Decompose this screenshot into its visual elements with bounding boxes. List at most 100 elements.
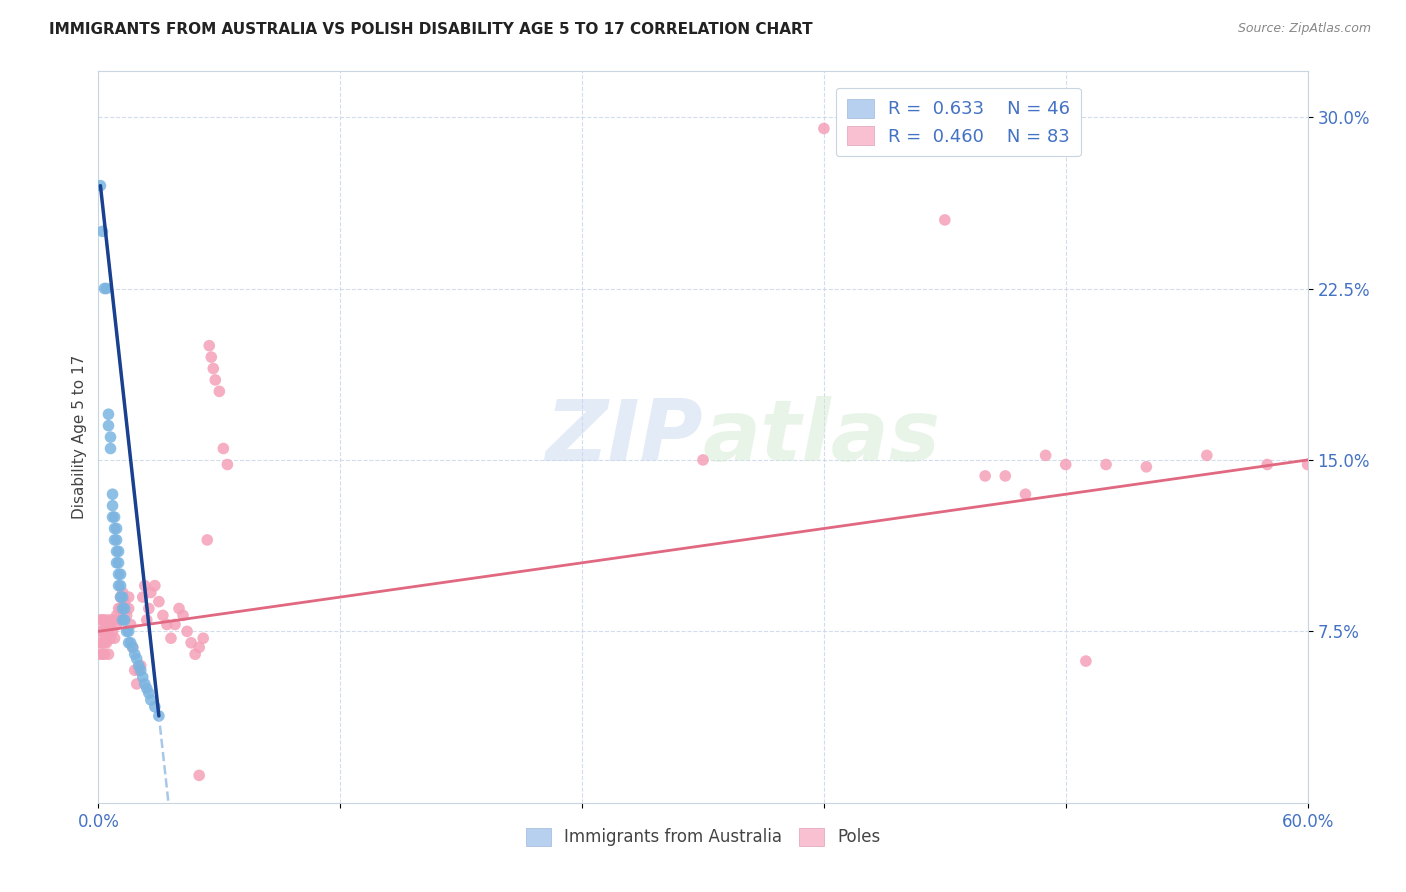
Point xyxy=(105,556,128,570)
Point xyxy=(125,677,148,691)
Point xyxy=(107,544,129,558)
Point xyxy=(120,636,142,650)
Point xyxy=(114,601,136,615)
Point xyxy=(139,585,162,599)
Point xyxy=(110,567,132,582)
Point xyxy=(176,624,198,639)
Point xyxy=(110,579,132,593)
Point xyxy=(1195,449,1218,463)
Point xyxy=(115,608,138,623)
Point xyxy=(1256,458,1278,472)
Point xyxy=(101,499,124,513)
Point xyxy=(152,608,174,623)
Point xyxy=(172,608,194,623)
Point xyxy=(105,544,128,558)
Point xyxy=(188,640,211,655)
Point xyxy=(195,533,218,547)
Point xyxy=(101,613,124,627)
Point xyxy=(118,636,141,650)
Point xyxy=(111,613,134,627)
Point xyxy=(129,658,152,673)
Point xyxy=(97,647,120,661)
Point xyxy=(180,636,202,650)
Point xyxy=(91,647,114,661)
Point xyxy=(100,617,122,632)
Point xyxy=(93,624,115,639)
Legend: Immigrants from Australia, Poles: Immigrants from Australia, Poles xyxy=(519,821,887,853)
Point xyxy=(96,281,118,295)
Point xyxy=(91,613,114,627)
Point xyxy=(101,624,124,639)
Point xyxy=(167,601,190,615)
Point xyxy=(100,632,122,646)
Point xyxy=(212,442,235,456)
Point xyxy=(89,636,111,650)
Point xyxy=(692,453,714,467)
Point xyxy=(129,663,152,677)
Point xyxy=(110,590,132,604)
Point xyxy=(143,579,166,593)
Point xyxy=(148,595,170,609)
Point xyxy=(184,647,207,661)
Point xyxy=(202,361,225,376)
Point xyxy=(107,556,129,570)
Point xyxy=(125,652,148,666)
Point xyxy=(105,533,128,547)
Point xyxy=(121,640,143,655)
Point xyxy=(89,624,111,639)
Point xyxy=(111,585,134,599)
Point xyxy=(93,647,115,661)
Point xyxy=(138,601,160,615)
Point xyxy=(107,613,129,627)
Point xyxy=(105,617,128,632)
Point xyxy=(91,636,114,650)
Point xyxy=(89,178,111,193)
Point xyxy=(1035,449,1057,463)
Point xyxy=(1014,487,1036,501)
Point xyxy=(198,338,221,352)
Point xyxy=(93,636,115,650)
Point xyxy=(110,590,132,604)
Point xyxy=(96,636,118,650)
Text: atlas: atlas xyxy=(703,395,941,479)
Point xyxy=(1296,458,1319,472)
Text: ZIP: ZIP xyxy=(546,395,703,479)
Point xyxy=(134,579,156,593)
Point xyxy=(143,699,166,714)
Point xyxy=(121,640,143,655)
Point xyxy=(103,533,125,547)
Point xyxy=(103,613,125,627)
Point xyxy=(124,647,146,661)
Point xyxy=(97,613,120,627)
Point xyxy=(103,510,125,524)
Point xyxy=(135,681,157,696)
Point xyxy=(111,599,134,614)
Point xyxy=(114,613,136,627)
Point xyxy=(128,663,150,677)
Point xyxy=(128,658,150,673)
Point xyxy=(111,601,134,615)
Point xyxy=(1135,459,1157,474)
Point xyxy=(120,617,142,632)
Point xyxy=(97,624,120,639)
Point xyxy=(139,693,162,707)
Point xyxy=(135,613,157,627)
Point xyxy=(1054,458,1077,472)
Point xyxy=(89,647,111,661)
Point xyxy=(101,510,124,524)
Point xyxy=(96,624,118,639)
Point xyxy=(204,373,226,387)
Point xyxy=(138,686,160,700)
Text: Source: ZipAtlas.com: Source: ZipAtlas.com xyxy=(1237,22,1371,36)
Point xyxy=(132,590,155,604)
Point xyxy=(160,632,183,646)
Point xyxy=(994,469,1017,483)
Point xyxy=(134,677,156,691)
Point xyxy=(103,521,125,535)
Point xyxy=(111,590,134,604)
Point xyxy=(934,213,956,227)
Point xyxy=(91,224,114,238)
Point xyxy=(107,567,129,582)
Point xyxy=(148,709,170,723)
Point xyxy=(118,590,141,604)
